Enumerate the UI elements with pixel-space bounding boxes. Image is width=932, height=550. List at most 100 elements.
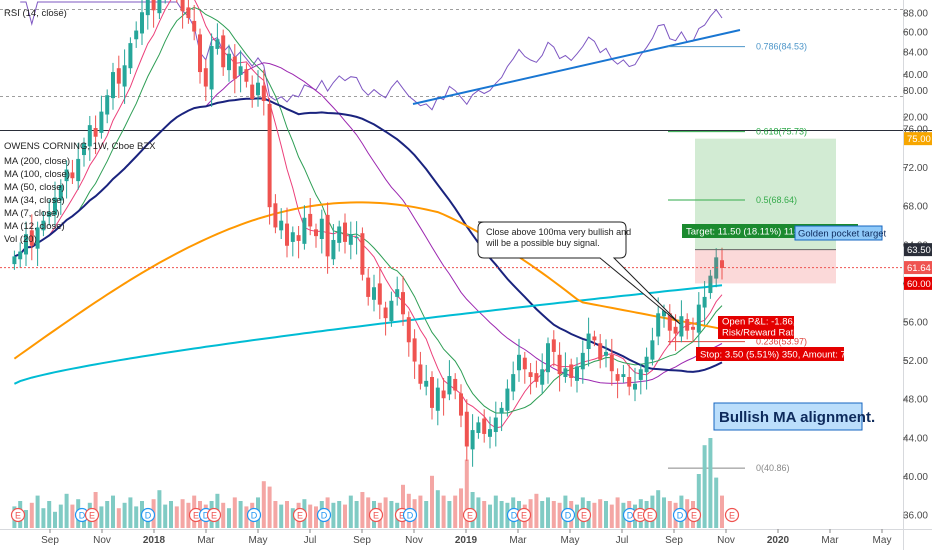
ma-alignment-note[interactable]: Bullish MA alignment. [713, 402, 875, 431]
candle[interactable] [244, 63, 249, 88]
candle[interactable] [476, 416, 481, 439]
candle[interactable] [64, 160, 69, 199]
candle[interactable] [534, 360, 539, 388]
candle[interactable] [221, 29, 226, 76]
candle[interactable] [279, 208, 284, 240]
candle[interactable] [522, 351, 527, 384]
candle[interactable] [488, 416, 492, 449]
loss-zone[interactable] [695, 249, 836, 284]
candle[interactable] [296, 225, 301, 259]
price-marker-75-00[interactable]: 75.00 [904, 132, 932, 146]
earnings-marker[interactable]: E [724, 507, 740, 523]
candle[interactable] [401, 276, 405, 326]
candle[interactable] [41, 211, 46, 237]
candle[interactable] [546, 337, 550, 384]
candle[interactable] [35, 221, 40, 267]
candle[interactable] [609, 338, 614, 386]
candle[interactable] [12, 250, 17, 270]
candle[interactable] [134, 21, 139, 48]
candle[interactable] [186, 0, 191, 24]
candle[interactable] [424, 364, 429, 396]
candle[interactable] [482, 409, 487, 443]
candle[interactable] [615, 368, 620, 399]
dividend-marker[interactable]: D [402, 507, 418, 523]
candle[interactable] [128, 37, 133, 74]
candle[interactable] [325, 202, 330, 274]
candle[interactable] [140, 0, 144, 46]
earnings-marker[interactable]: E [10, 507, 26, 523]
dividend-marker[interactable]: D [672, 507, 688, 523]
earnings-marker[interactable]: E [576, 507, 592, 523]
candle[interactable] [644, 347, 649, 390]
candle[interactable] [285, 207, 289, 258]
candle[interactable] [372, 274, 376, 312]
candle[interactable] [453, 373, 458, 400]
candle[interactable] [360, 227, 365, 281]
candle[interactable] [592, 330, 597, 347]
candle[interactable] [627, 364, 632, 396]
candle[interactable] [633, 367, 637, 402]
candle[interactable] [261, 69, 266, 116]
time-axis[interactable]: Sep Nov 2018 Mar May Jul Sep Nov 2019 Mar May Jul Se… [41, 529, 891, 546]
candle[interactable] [53, 181, 57, 227]
candle[interactable] [430, 371, 434, 420]
candle[interactable] [105, 89, 110, 124]
candle[interactable] [366, 268, 371, 306]
candle[interactable] [696, 292, 701, 348]
candle[interactable] [702, 280, 707, 325]
candle[interactable] [511, 361, 516, 401]
candle[interactable] [464, 399, 469, 461]
candle[interactable] [256, 70, 260, 107]
price-marker-63-50[interactable]: 63.50 [904, 243, 932, 257]
price-pane[interactable]: 36.0040.0044.0048.0052.0056.0060.0064.00… [0, 0, 932, 528]
candle[interactable] [493, 401, 498, 447]
candle[interactable] [215, 23, 220, 55]
candle[interactable] [76, 142, 81, 190]
candle[interactable] [99, 95, 104, 139]
earnings-marker[interactable]: E [206, 507, 222, 523]
candle[interactable] [122, 49, 127, 104]
candle[interactable] [192, 4, 197, 41]
candle[interactable] [650, 327, 655, 366]
candle[interactable] [604, 339, 608, 368]
callout-note[interactable]: Close above 100ma very bullish and will … [477, 221, 681, 325]
candle[interactable] [111, 62, 115, 110]
candle[interactable] [383, 301, 388, 336]
candle[interactable] [412, 329, 417, 379]
candle[interactable] [667, 304, 672, 346]
candle[interactable] [459, 384, 463, 428]
dividend-marker[interactable]: D [560, 507, 576, 523]
candle[interactable] [29, 214, 34, 261]
candle[interactable] [551, 330, 556, 367]
candle[interactable] [586, 317, 591, 367]
candle[interactable] [720, 247, 724, 280]
candle[interactable] [540, 353, 545, 394]
dividend-marker[interactable]: D [140, 507, 156, 523]
candle[interactable] [598, 334, 603, 369]
candle[interactable] [70, 159, 75, 185]
price-marker-60-00[interactable]: 60.00 [904, 276, 932, 290]
candle[interactable] [319, 209, 324, 254]
candle[interactable] [563, 352, 568, 383]
candle[interactable] [151, 0, 156, 28]
dividend-marker[interactable]: D [316, 507, 332, 523]
candle[interactable] [267, 98, 272, 225]
earnings-marker[interactable]: E [686, 507, 702, 523]
candle[interactable] [18, 242, 23, 268]
candle[interactable] [389, 291, 394, 327]
candle[interactable] [685, 313, 690, 340]
candle[interactable] [354, 221, 359, 255]
candle[interactable] [331, 224, 336, 266]
candle[interactable] [679, 300, 684, 343]
candle[interactable] [337, 220, 342, 252]
candle[interactable] [348, 221, 353, 260]
candle[interactable] [499, 402, 504, 432]
candle[interactable] [557, 342, 562, 392]
candle[interactable] [441, 377, 446, 416]
candle[interactable] [580, 340, 585, 384]
candle[interactable] [505, 379, 510, 417]
earnings-marker[interactable]: E [292, 507, 308, 523]
candle[interactable] [528, 363, 533, 395]
dividend-marker[interactable]: D [246, 507, 262, 523]
